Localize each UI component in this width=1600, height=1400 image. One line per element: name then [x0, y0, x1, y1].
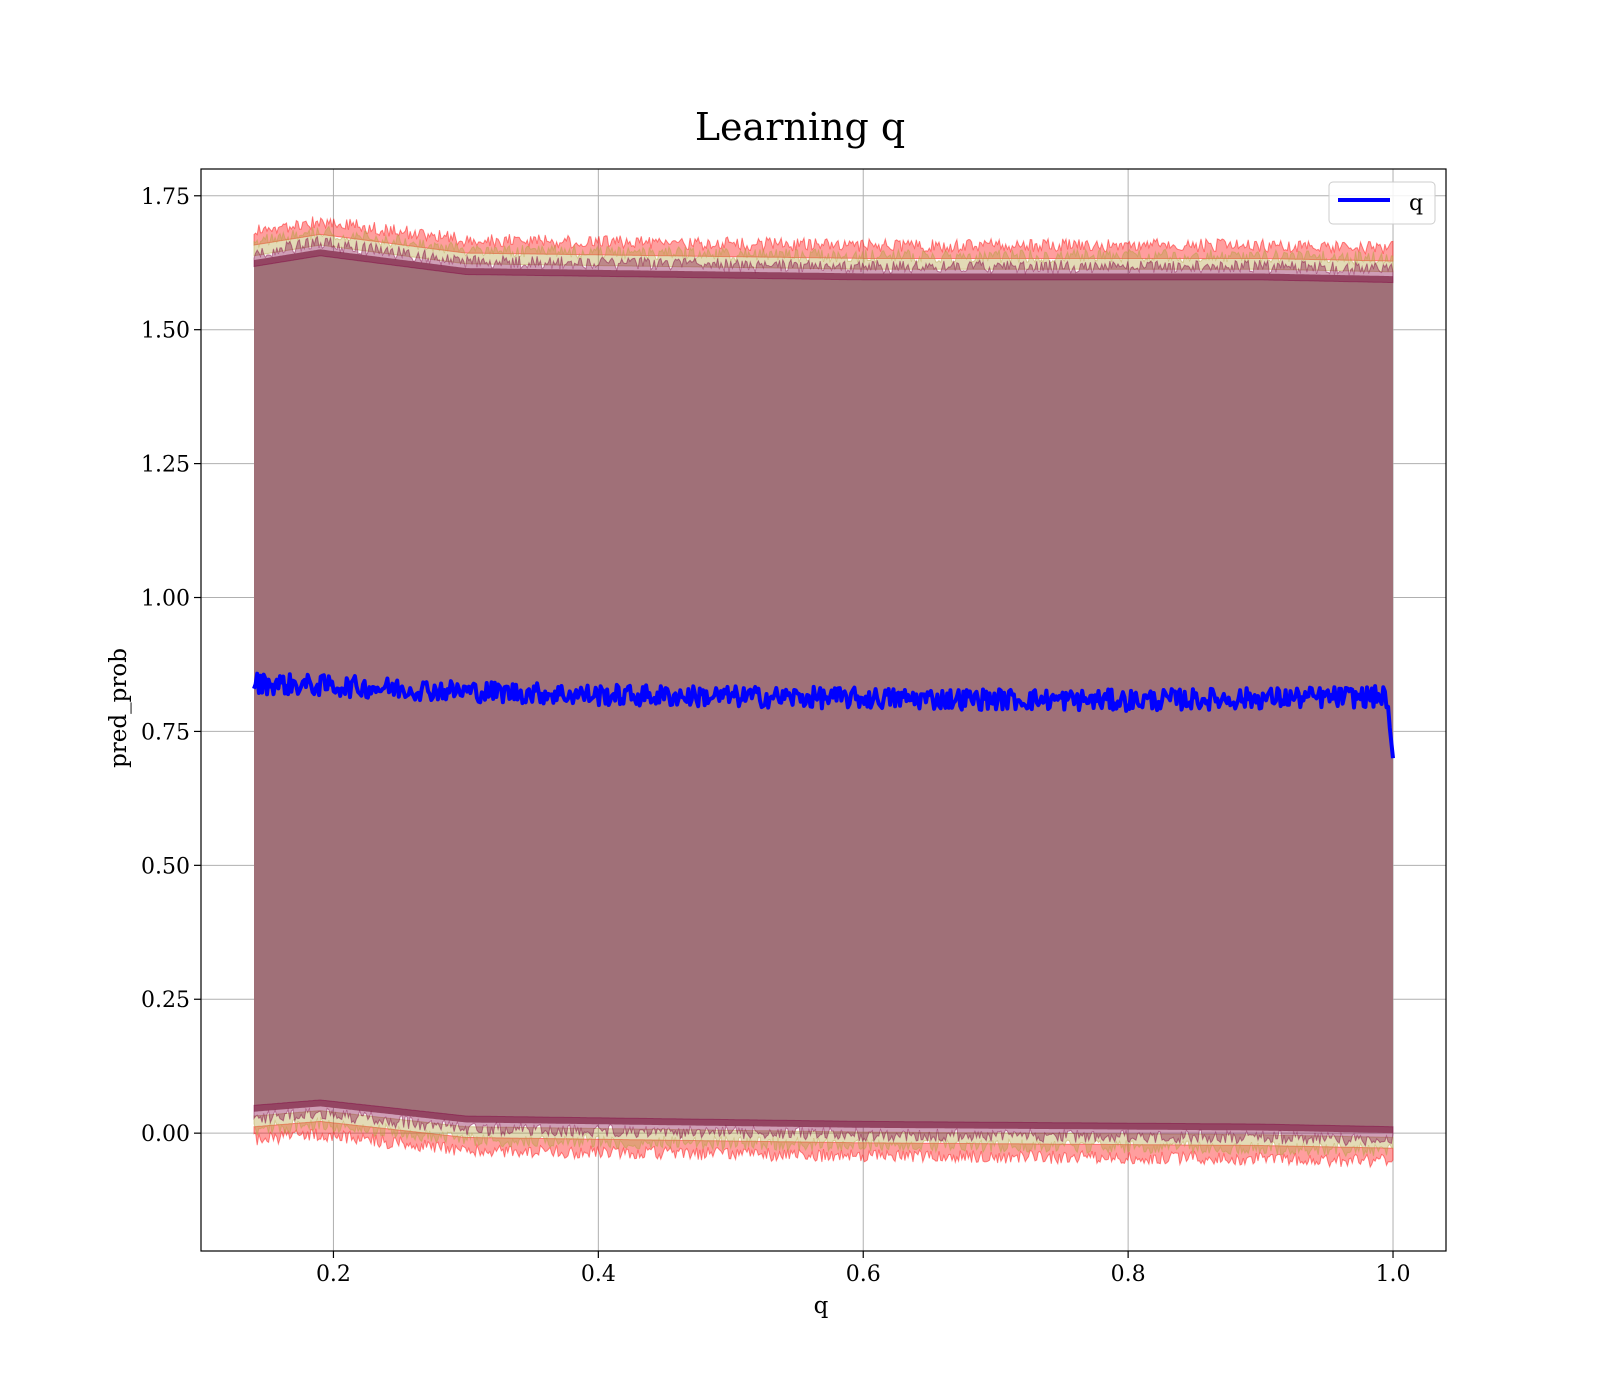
y-tick-label: 1.00 [141, 587, 190, 612]
y-tick-label: 0.00 [141, 1122, 190, 1147]
x-tick-label: 0.6 [846, 1262, 881, 1287]
band-outer-lower [253, 1120, 1394, 1169]
x-tick-label: 0.8 [1111, 1262, 1146, 1287]
band-inner-lower [253, 1099, 1394, 1148]
y-tick-label: 0.75 [141, 720, 190, 745]
y-tick-label: 1.25 [141, 453, 190, 478]
band-middle-lower [253, 1110, 1394, 1158]
legend-box [1328, 181, 1436, 225]
series-line-q [252, 671, 1395, 759]
y-axis-title: pred_prob [106, 648, 132, 768]
plot-area: 0.2 0.4 0.6 0.8 1.0 0.00 0.25 0.50 0.75 1.00 1.25 1… [141, 168, 1447, 1287]
y-tick-label: 1.50 [141, 319, 190, 344]
band-middle-upper [253, 225, 1394, 273]
y-tick-label: 1.75 [141, 185, 190, 210]
x-axis-title: q [814, 1293, 829, 1319]
x-tick-label: 0.2 [316, 1262, 351, 1287]
y-tick-label: 0.50 [141, 854, 190, 879]
x-tick-label: 1.0 [1376, 1262, 1411, 1287]
legend: q [1328, 181, 1436, 225]
x-tick-label: 0.4 [581, 1262, 616, 1287]
chart-title: Learning q [695, 105, 905, 149]
band-inner-upper [253, 235, 1394, 284]
legend-label: q [1409, 191, 1423, 216]
y-tick-label: 0.25 [141, 988, 190, 1013]
band-outer-upper [253, 216, 1394, 262]
plot-frame [200, 168, 1447, 1252]
